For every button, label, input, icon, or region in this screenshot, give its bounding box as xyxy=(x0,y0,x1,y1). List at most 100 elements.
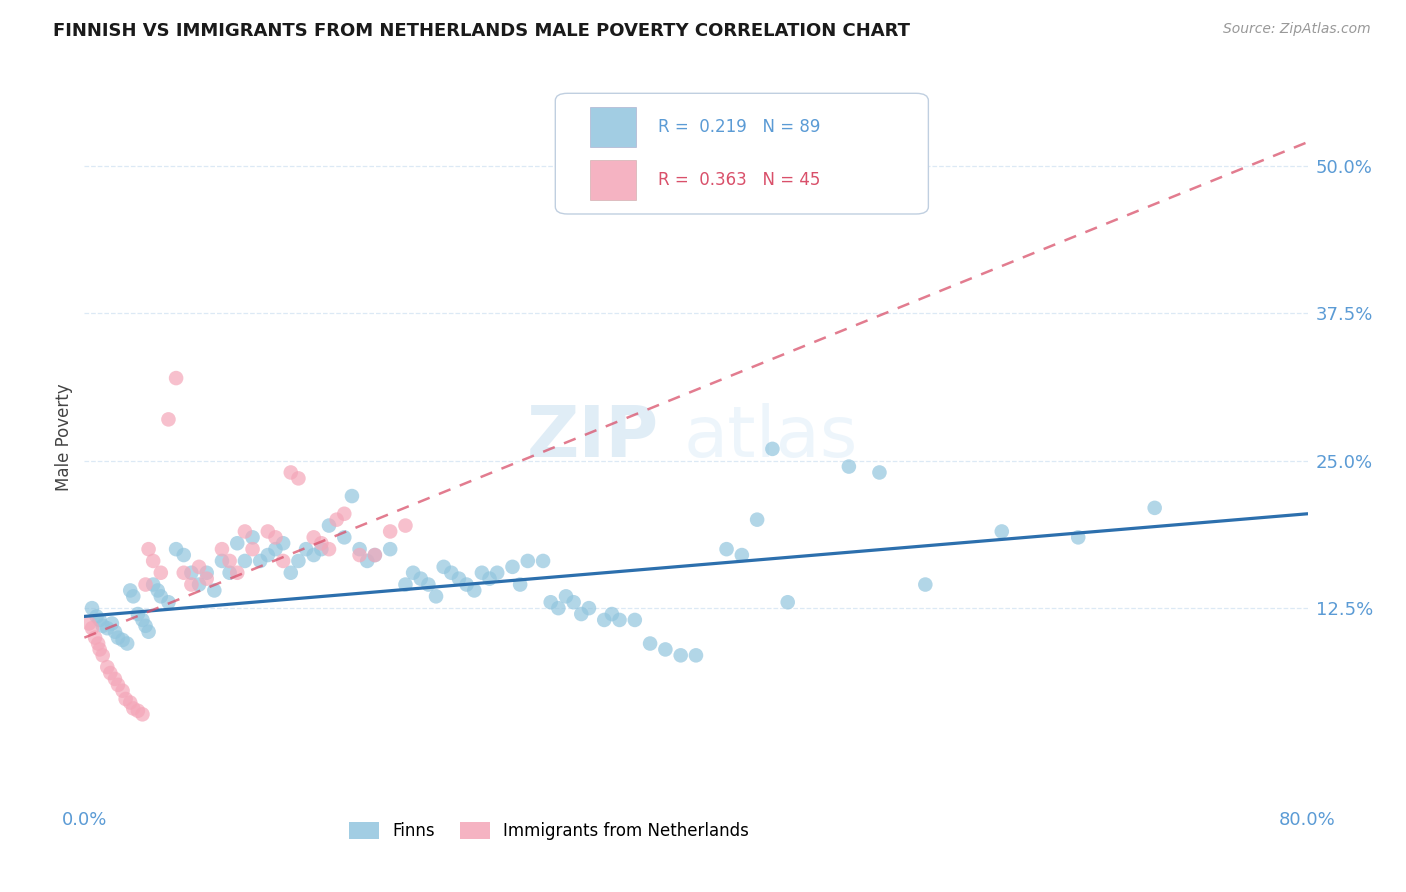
Point xyxy=(111,632,134,647)
Point xyxy=(287,554,309,568)
Point xyxy=(84,631,107,645)
Point xyxy=(142,577,165,591)
Text: ZIP: ZIP xyxy=(527,402,659,472)
Text: R =  0.363   N = 45: R = 0.363 N = 45 xyxy=(658,171,821,189)
Point xyxy=(180,566,202,580)
Point xyxy=(447,572,470,586)
FancyBboxPatch shape xyxy=(555,94,928,214)
Point xyxy=(101,616,124,631)
Point xyxy=(547,601,569,615)
Point xyxy=(280,466,302,480)
Point xyxy=(120,583,142,598)
Point xyxy=(593,613,616,627)
Point xyxy=(349,548,371,562)
Point xyxy=(149,566,172,580)
Point xyxy=(333,530,356,544)
Point xyxy=(638,636,661,650)
Point xyxy=(188,577,211,591)
Point xyxy=(264,542,287,557)
Point xyxy=(776,595,799,609)
Point xyxy=(394,577,416,591)
Point xyxy=(486,566,509,580)
Point xyxy=(1067,530,1090,544)
Point xyxy=(600,607,623,621)
Point xyxy=(142,554,165,568)
Point xyxy=(86,609,108,624)
Point xyxy=(409,572,432,586)
FancyBboxPatch shape xyxy=(589,107,636,147)
Point xyxy=(211,542,233,557)
Point xyxy=(80,621,103,635)
Point xyxy=(478,572,501,586)
Point xyxy=(218,566,240,580)
Point xyxy=(165,371,187,385)
Point xyxy=(1143,500,1166,515)
Point xyxy=(311,542,333,557)
Point xyxy=(463,583,485,598)
Point xyxy=(271,536,294,550)
Point xyxy=(104,624,127,639)
Point xyxy=(302,530,325,544)
Point xyxy=(122,590,145,604)
Point xyxy=(242,530,264,544)
Text: R =  0.219   N = 89: R = 0.219 N = 89 xyxy=(658,118,821,136)
Point xyxy=(540,595,562,609)
Point xyxy=(111,683,134,698)
Point xyxy=(349,542,371,557)
Point xyxy=(91,648,114,663)
Point xyxy=(173,548,195,562)
Point xyxy=(96,621,118,635)
Text: atlas: atlas xyxy=(683,402,858,472)
Point xyxy=(127,607,149,621)
Point xyxy=(991,524,1014,539)
Point xyxy=(249,554,271,568)
Point xyxy=(242,542,264,557)
FancyBboxPatch shape xyxy=(589,160,636,201)
Point xyxy=(188,559,211,574)
Point xyxy=(624,613,647,627)
Point xyxy=(716,542,738,557)
Point xyxy=(669,648,692,663)
Point xyxy=(271,554,294,568)
Point xyxy=(233,524,256,539)
Point xyxy=(869,466,891,480)
Point xyxy=(914,577,936,591)
Text: Source: ZipAtlas.com: Source: ZipAtlas.com xyxy=(1223,22,1371,37)
Point xyxy=(98,666,121,681)
Point xyxy=(120,696,142,710)
Point xyxy=(165,542,187,557)
Point xyxy=(516,554,538,568)
Point xyxy=(202,583,225,598)
Point xyxy=(425,590,447,604)
Point xyxy=(471,566,494,580)
Point xyxy=(135,619,157,633)
Point xyxy=(440,566,463,580)
Point xyxy=(302,548,325,562)
Point xyxy=(578,601,600,615)
Point xyxy=(127,704,149,718)
Point xyxy=(138,542,160,557)
Point xyxy=(226,536,249,550)
Point xyxy=(180,577,202,591)
Point xyxy=(80,601,103,615)
Point xyxy=(89,613,111,627)
Point xyxy=(77,616,100,631)
Point xyxy=(233,554,256,568)
Point xyxy=(380,542,402,557)
Point xyxy=(295,542,318,557)
Point xyxy=(157,412,180,426)
Point xyxy=(135,577,157,591)
Point xyxy=(131,707,153,722)
Point xyxy=(402,566,425,580)
Point xyxy=(555,590,578,604)
Point xyxy=(195,572,218,586)
Point xyxy=(87,636,110,650)
Point xyxy=(311,536,333,550)
Point xyxy=(569,607,592,621)
Point xyxy=(502,559,524,574)
Point xyxy=(91,619,114,633)
Point xyxy=(380,524,402,539)
Point xyxy=(226,566,249,580)
Point xyxy=(115,636,138,650)
Point xyxy=(356,554,378,568)
